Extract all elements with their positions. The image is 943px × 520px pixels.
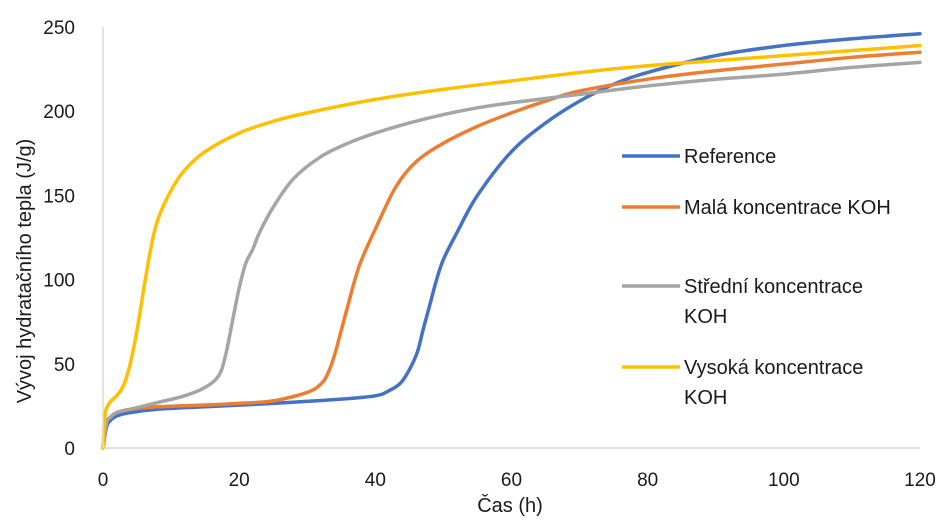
x-tick-label: 60 xyxy=(501,470,522,491)
y-tick-label: 50 xyxy=(54,355,75,376)
series-line-4 xyxy=(101,43,922,450)
plot-lines xyxy=(101,31,922,450)
y-axis-title: Vývoj hydratačního tepla (J/g) xyxy=(14,139,36,404)
x-tick-label: 0 xyxy=(98,470,109,491)
y-tick-label: 0 xyxy=(64,439,75,460)
legend-label-2: Malá koncentrace KOH xyxy=(684,197,891,219)
legend-label-4: Vysoká koncentrace KOH xyxy=(684,357,863,409)
x-tick-label: 40 xyxy=(365,470,386,491)
x-tick-label: 120 xyxy=(904,470,936,491)
y-tick-label: 250 xyxy=(43,18,75,39)
axes xyxy=(102,27,920,449)
x-tick-label: 80 xyxy=(637,470,658,491)
tick-labels: 0 20 40 60 80 100 120 0 50 100 150 200 250 xyxy=(43,18,936,491)
y-tick-label: 200 xyxy=(43,102,75,123)
x-tick-label: 100 xyxy=(768,470,800,491)
x-axis-title: Čas (h) xyxy=(477,494,543,517)
y-tick-label: 150 xyxy=(43,186,75,207)
series-line-1 xyxy=(101,31,922,450)
legend: Reference Malá koncentrace KOH Střední kon… xyxy=(622,146,891,409)
legend-label-3: Střední koncentrace KOH xyxy=(684,276,863,328)
series-line-3 xyxy=(101,60,922,450)
legend-label-1: Reference xyxy=(684,146,776,168)
x-tick-label: 20 xyxy=(229,470,250,491)
series-line-2 xyxy=(101,50,922,450)
y-tick-label: 100 xyxy=(43,271,75,292)
